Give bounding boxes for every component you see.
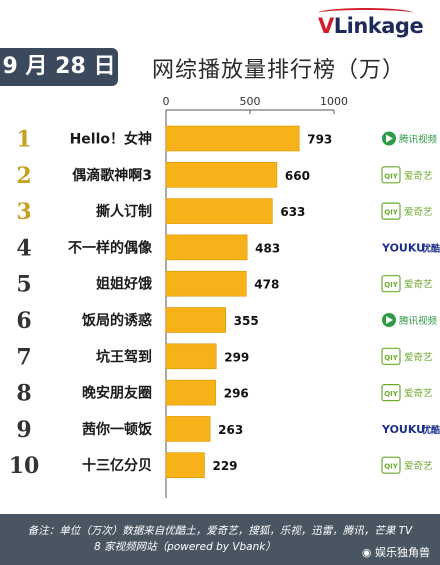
platform-name: 爱奇艺 xyxy=(404,351,433,363)
bar xyxy=(165,343,217,370)
category-label: 十三亿分贝 xyxy=(82,457,152,474)
iqiyi-mark: QIY xyxy=(384,209,399,217)
logo-rest: Linkage xyxy=(333,14,424,38)
value-label: 263 xyxy=(218,423,243,437)
platform-name: 爱奇艺 xyxy=(404,460,433,472)
value-label: 483 xyxy=(255,241,280,255)
category-label: 饭局的诱惑 xyxy=(81,312,152,329)
iqiyi-icon xyxy=(381,384,401,402)
iqiyi-icon xyxy=(381,347,401,365)
category-label: Hello！女神 xyxy=(70,131,152,148)
platform-name: 优酷 xyxy=(422,242,440,254)
chart-title: 网综播放量排行榜（万） xyxy=(152,58,406,83)
bar xyxy=(165,270,247,297)
rank-number: 8 xyxy=(16,381,31,407)
watermark: ◉ 娱乐独角兽 xyxy=(362,544,430,560)
bar xyxy=(165,198,273,224)
footer-note: 备注：单位（万次）数据来自优酷土，爱奇艺，搜狐，乐视，迅雷，腾讯，芒果 TV 8… xyxy=(0,514,440,565)
category-label: 偶滴歌神啊3 xyxy=(72,167,152,184)
iqiyi-mark: QIY xyxy=(384,281,399,289)
play-icon xyxy=(386,316,393,324)
rank-number: 6 xyxy=(16,308,31,334)
x-tick-label: 1000 xyxy=(320,95,348,108)
value-label: 478 xyxy=(254,278,279,292)
platform-name: 腾讯视频 xyxy=(399,315,438,327)
rank-number: 10 xyxy=(9,453,40,479)
iqiyi-icon xyxy=(381,202,401,220)
iqiyi-mark: QIY xyxy=(384,463,399,471)
vlinkage-logo: VLinkage xyxy=(318,8,424,38)
category-label: 撕人订制 xyxy=(96,203,152,220)
iqiyi-mark: QIY xyxy=(384,354,399,362)
category-label: 晚安朋友圈 xyxy=(82,385,152,402)
footer-line-1: 备注：单位（万次）数据来自优酷土，爱奇艺，搜狐，乐视，迅雷，腾讯，芒果 TV xyxy=(27,525,413,537)
footer-line-2: 8 家视频网站（powered by Vbank） xyxy=(94,541,276,553)
date-badge: 9 月 28 日 xyxy=(0,48,118,86)
logo-v: V xyxy=(318,14,334,38)
value-label: 355 xyxy=(234,314,259,328)
platform-name: 优酷 xyxy=(422,424,440,436)
watermark-text: 娱乐独角兽 xyxy=(375,546,430,559)
category-label: 坑王驾到 xyxy=(96,348,152,365)
value-label: 229 xyxy=(212,459,237,473)
logo-swoosh xyxy=(318,8,413,18)
platform-name: 爱奇艺 xyxy=(404,279,433,291)
rank-number: 7 xyxy=(16,344,31,370)
rank-number: 1 xyxy=(16,127,31,153)
platform-name: 腾讯视频 xyxy=(399,134,438,146)
value-label: 296 xyxy=(224,387,249,401)
rank-number: 9 xyxy=(16,417,31,443)
x-tick-label: 0 xyxy=(163,95,170,108)
youku-icon: YOUKU xyxy=(381,241,425,254)
platform-name: 爱奇艺 xyxy=(404,206,433,218)
category-label: 茜你一顿饭 xyxy=(82,421,153,438)
bar xyxy=(165,452,205,479)
rank-number: 5 xyxy=(16,272,31,298)
platform-name: 爱奇艺 xyxy=(404,388,433,400)
iqiyi-mark: QIY xyxy=(384,390,399,398)
rank-number: 4 xyxy=(16,235,31,261)
iqiyi-mark: QIY xyxy=(384,172,399,180)
x-tick-label: 500 xyxy=(240,95,261,108)
category-label: 姐姐好饿 xyxy=(96,276,152,293)
platform-name: 爱奇艺 xyxy=(404,170,433,182)
rank-number: 2 xyxy=(16,163,31,189)
bar xyxy=(165,162,278,188)
bar xyxy=(165,125,300,152)
value-label: 299 xyxy=(224,350,249,364)
bar xyxy=(165,379,217,406)
bar xyxy=(165,416,211,442)
category-label: 不一样的偶像 xyxy=(68,239,153,256)
youku-icon: YOUKU xyxy=(381,423,425,436)
value-label: 633 xyxy=(280,205,305,219)
iqiyi-icon xyxy=(381,275,401,293)
rank-number: 3 xyxy=(16,199,31,225)
iqiyi-icon xyxy=(381,456,401,474)
value-label: 660 xyxy=(285,169,310,183)
bar xyxy=(165,307,226,333)
bar xyxy=(165,234,248,261)
wechat-icon: ◉ xyxy=(361,546,375,559)
iqiyi-icon xyxy=(381,166,401,184)
value-label: 793 xyxy=(307,133,332,147)
play-icon xyxy=(386,134,393,143)
